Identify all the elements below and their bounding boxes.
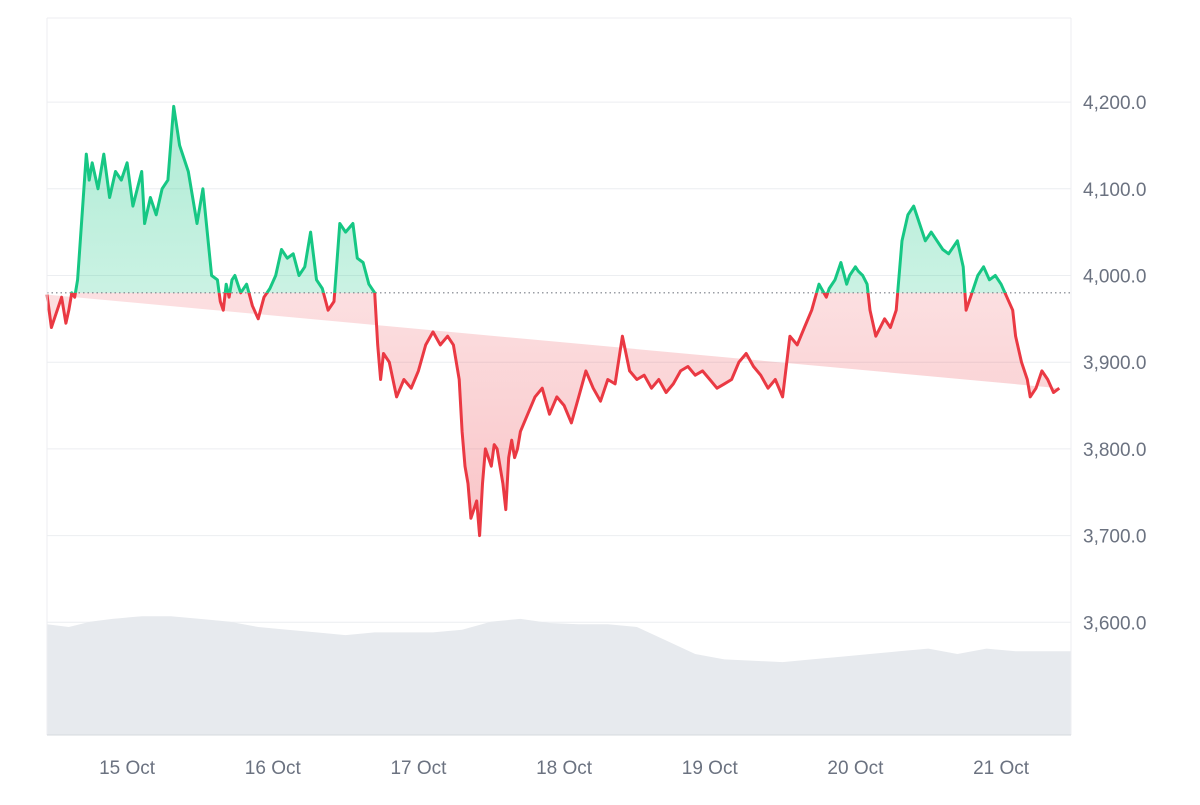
price-line [45, 104, 1061, 538]
area-below-baseline [47, 292, 1060, 536]
y-tick-label: 3,800.0 [1083, 440, 1146, 461]
price-line-above [70, 104, 1007, 293]
y-tick-label: 3,700.0 [1083, 527, 1146, 548]
volume-area [47, 616, 1071, 735]
plot-frame [46, 17, 1072, 736]
y-tick-label: 4,200.0 [1083, 93, 1146, 114]
x-tick-label: 15 Oct [99, 758, 156, 779]
x-tick-label: 20 Oct [827, 758, 884, 779]
volume-series [47, 616, 1071, 735]
y-tick-label: 3,900.0 [1083, 353, 1146, 374]
y-axis-ticks: 4,200.0 4,100.0 4,000.0 3,900.0 3,800.0 3,700… [1083, 93, 1146, 634]
y-tick-label: 4,000.0 [1083, 266, 1146, 287]
x-tick-label: 19 Oct [682, 758, 739, 779]
x-tick-label: 21 Oct [973, 758, 1030, 779]
x-tick-label: 16 Oct [245, 758, 302, 779]
x-tick-label: 18 Oct [536, 758, 593, 779]
x-tick-label: 17 Oct [390, 758, 447, 779]
y-tick-label: 3,600.0 [1083, 613, 1146, 634]
x-axis-ticks: 15 Oct 16 Oct 17 Oct 18 Oct 19 Oct 20 Oct 21 O… [99, 758, 1030, 779]
area-above-baseline [71, 106, 1005, 293]
y-tick-label: 4,100.0 [1083, 180, 1146, 201]
price-area-fill [47, 106, 1060, 536]
price-line-below [45, 292, 1061, 538]
